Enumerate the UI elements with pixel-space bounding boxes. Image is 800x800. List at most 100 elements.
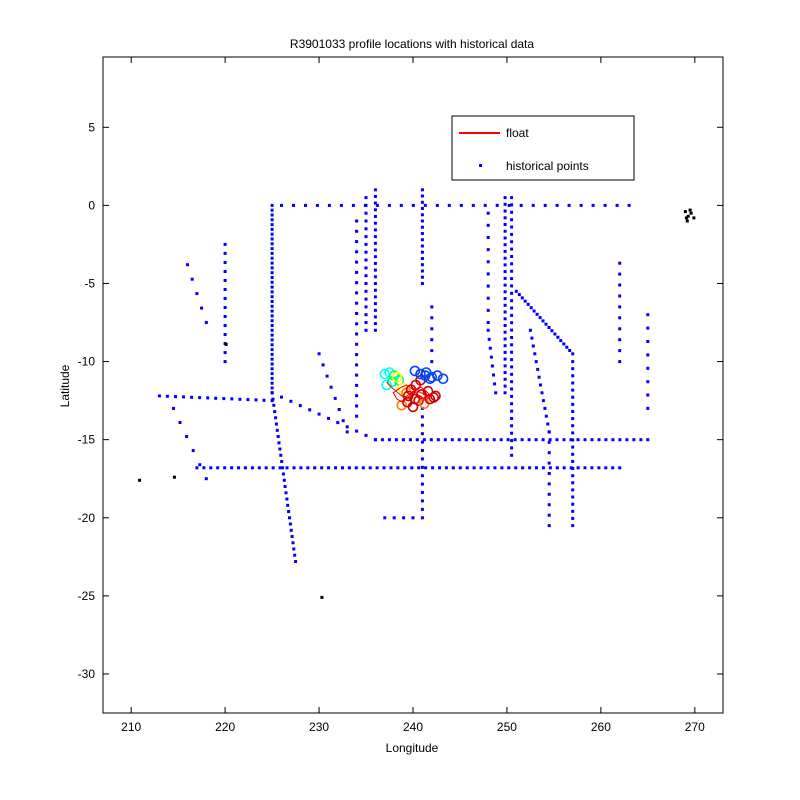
historical-point bbox=[435, 203, 439, 207]
historical-point bbox=[373, 295, 377, 299]
historical-point bbox=[327, 416, 330, 420]
historical-point bbox=[603, 203, 607, 207]
historical-point bbox=[402, 516, 406, 520]
historical-point bbox=[373, 282, 377, 285]
historical-point bbox=[273, 410, 277, 414]
historical-point bbox=[321, 363, 325, 367]
historical-point bbox=[590, 466, 594, 470]
historical-point bbox=[373, 288, 377, 292]
historical-point bbox=[555, 466, 559, 470]
historical-point bbox=[389, 466, 393, 470]
historical-point bbox=[520, 438, 524, 442]
historical-point bbox=[510, 343, 514, 347]
historical-point bbox=[223, 297, 227, 300]
legend-historical-label: historical points bbox=[506, 159, 589, 173]
historical-point bbox=[373, 275, 377, 279]
historical-point bbox=[420, 200, 424, 204]
historical-point bbox=[492, 438, 496, 442]
historical-point bbox=[547, 482, 551, 486]
historical-point bbox=[646, 340, 650, 343]
historical-point bbox=[270, 333, 274, 337]
historical-point bbox=[270, 343, 274, 347]
historical-point bbox=[503, 236, 507, 240]
historical-point bbox=[618, 294, 622, 298]
historical-point bbox=[510, 218, 514, 222]
historical-point bbox=[500, 466, 504, 470]
historical-point bbox=[559, 339, 563, 343]
historical-point bbox=[364, 289, 368, 293]
historical-point bbox=[373, 255, 377, 259]
historical-point bbox=[535, 466, 538, 470]
float-profile-marker bbox=[391, 371, 403, 383]
historical-point bbox=[503, 283, 507, 287]
historical-point bbox=[571, 459, 575, 463]
historical-point bbox=[514, 466, 518, 470]
historical-point bbox=[355, 332, 359, 336]
historical-point bbox=[223, 261, 227, 264]
historical-point bbox=[513, 438, 517, 442]
y-tick-label: -25 bbox=[78, 589, 96, 603]
legend: float historical points bbox=[451, 115, 635, 181]
historical-point bbox=[270, 285, 274, 289]
historical-point bbox=[618, 349, 622, 353]
historical-point bbox=[223, 251, 227, 255]
historical-point bbox=[503, 330, 507, 334]
historical-point bbox=[223, 360, 227, 364]
historical-point bbox=[451, 466, 455, 470]
historical-point bbox=[503, 350, 507, 354]
historical-point bbox=[420, 516, 424, 520]
historical-point bbox=[373, 315, 377, 319]
historical-point bbox=[204, 477, 208, 481]
historical-point bbox=[510, 394, 514, 398]
historical-point bbox=[543, 203, 547, 207]
historical-point bbox=[503, 310, 507, 314]
historical-point bbox=[420, 432, 424, 436]
historical-point bbox=[510, 402, 514, 406]
historical-point bbox=[355, 429, 359, 433]
historical-point bbox=[420, 457, 424, 461]
historical-point bbox=[533, 352, 537, 356]
historical-point bbox=[541, 399, 545, 403]
historical-point bbox=[401, 438, 405, 442]
y-tick-label: -10 bbox=[78, 355, 96, 369]
historical-point bbox=[420, 415, 424, 419]
historical-point bbox=[223, 315, 227, 318]
historical-point bbox=[523, 299, 527, 303]
historical-point bbox=[270, 367, 274, 371]
historical-point bbox=[341, 419, 345, 423]
float-profile-marker bbox=[396, 399, 408, 411]
historical-point bbox=[364, 282, 368, 285]
historical-point bbox=[431, 466, 435, 470]
historical-point bbox=[270, 208, 274, 212]
float-profile-marker bbox=[437, 373, 449, 385]
historical-point bbox=[547, 461, 551, 465]
historical-point bbox=[364, 258, 368, 262]
historical-point bbox=[364, 211, 368, 215]
historical-point bbox=[510, 291, 514, 295]
historical-point bbox=[355, 404, 359, 408]
historical-point bbox=[280, 395, 283, 399]
historical-point bbox=[355, 322, 359, 326]
historical-point bbox=[510, 387, 514, 391]
historical-point bbox=[646, 393, 650, 397]
historical-point bbox=[317, 352, 321, 356]
historical-point bbox=[286, 503, 290, 507]
historical-point bbox=[486, 236, 490, 239]
historical-point bbox=[459, 203, 463, 207]
historical-point bbox=[528, 328, 532, 332]
historical-point bbox=[503, 256, 507, 260]
historical-point bbox=[471, 438, 475, 442]
historical-point bbox=[528, 466, 532, 470]
historical-point bbox=[387, 203, 391, 207]
historical-point bbox=[539, 383, 542, 387]
historical-point bbox=[174, 395, 177, 399]
historical-point bbox=[373, 302, 377, 306]
historical-point bbox=[583, 466, 587, 470]
historical-point bbox=[411, 516, 415, 520]
historical-point bbox=[571, 474, 575, 478]
historical-point bbox=[510, 321, 514, 325]
historical-point bbox=[195, 292, 199, 296]
historical-point bbox=[373, 235, 377, 239]
historical-point bbox=[364, 250, 368, 254]
